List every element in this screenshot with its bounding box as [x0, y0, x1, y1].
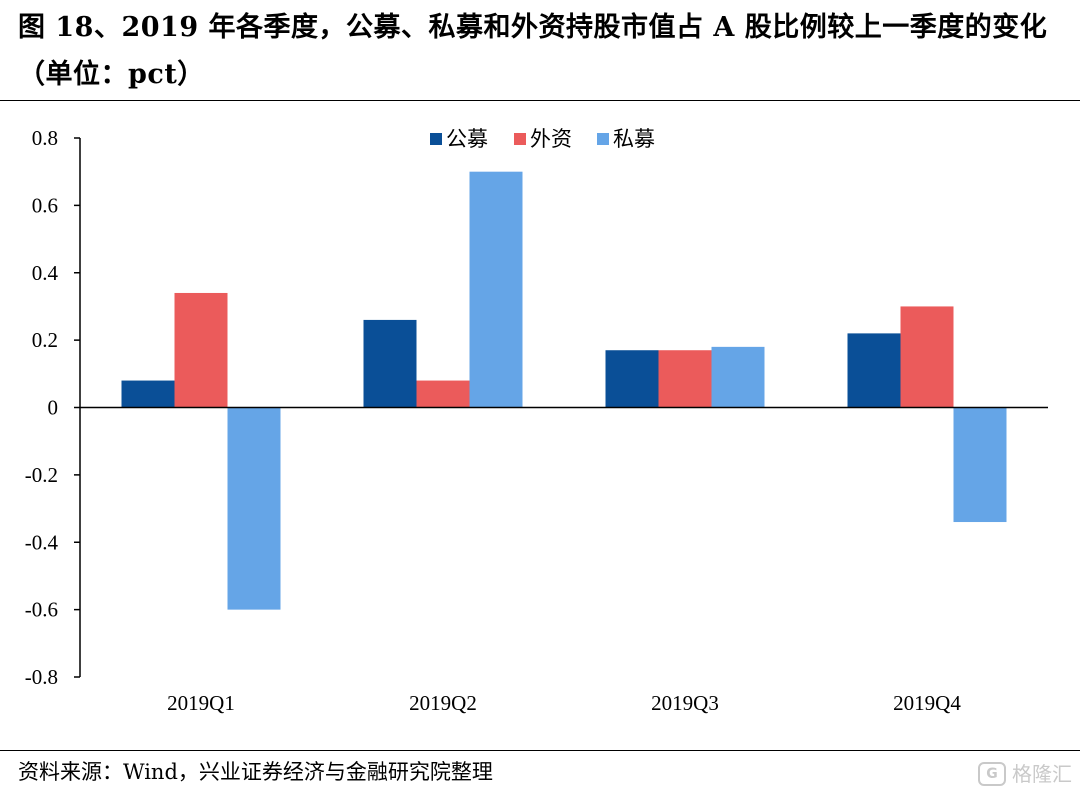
bar: [363, 319, 417, 408]
y-tick-label: -0.6: [25, 598, 58, 622]
title-divider: [0, 100, 1080, 101]
chart-title: 图 18、2019 年各季度，公募、私募和外资持股市值占 A 股比例较上一季度的…: [18, 12, 1048, 90]
watermark: G 格隆汇: [978, 760, 1072, 788]
legend-swatch: [597, 133, 609, 145]
bar: [605, 350, 659, 408]
legend-swatch: [430, 133, 442, 145]
legend-label: 公募: [446, 127, 488, 151]
bar: [227, 407, 281, 610]
y-tick-label: -0.2: [25, 463, 58, 487]
bar-chart: 0.8 0.6 0.4 0.2 0 -0.2 -0.4 -0.6 -0.8 2019Q1 2019Q…: [25, 126, 1048, 715]
bar: [711, 346, 765, 408]
source-note: 资料来源：Wind，兴业证券经济与金融研究院整理: [18, 760, 493, 784]
y-tick-label: 0: [48, 396, 59, 420]
y-tick-label: -0.8: [25, 665, 58, 689]
y-tick-label: 0.4: [32, 261, 59, 285]
y-tick-label: -0.4: [25, 530, 59, 554]
bar: [174, 292, 228, 408]
bar: [900, 306, 954, 408]
legend-swatch: [514, 133, 526, 145]
x-tick-label: 2019Q1: [167, 691, 235, 715]
watermark-text: 格隆汇: [1012, 762, 1072, 786]
bar: [121, 380, 175, 408]
x-tick-label: 2019Q4: [893, 691, 961, 715]
gelonghui-logo-icon: G: [978, 762, 1006, 786]
y-tick-label: 0.8: [32, 126, 58, 150]
bar: [847, 333, 901, 408]
source-divider: [0, 750, 1080, 751]
x-tick-label: 2019Q2: [409, 691, 477, 715]
legend-label: 外资: [530, 127, 572, 151]
bar: [658, 350, 712, 408]
bar: [469, 171, 523, 408]
bar: [953, 407, 1007, 523]
y-tick-label: 0.6: [32, 193, 58, 217]
bar: [416, 380, 470, 408]
y-tick-label: 0.2: [32, 328, 58, 352]
x-tick-label: 2019Q3: [651, 691, 719, 715]
legend-label: 私募: [613, 127, 655, 151]
